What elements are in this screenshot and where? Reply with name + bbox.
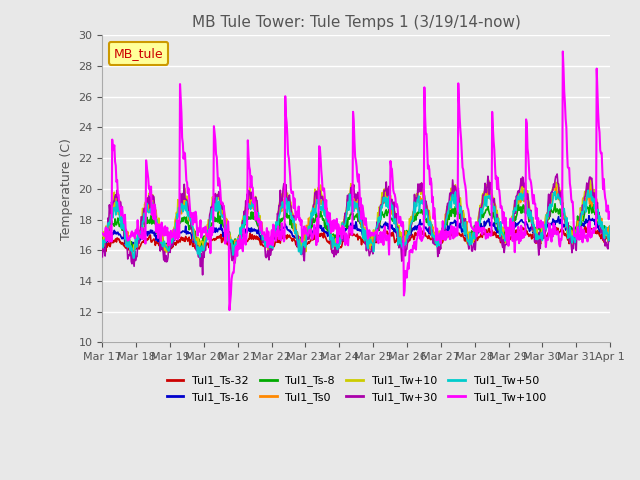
- Tul1_Tw+10: [238, 218, 246, 224]
- Tul1_Ts-32: [606, 235, 614, 241]
- Tul1_Ts-16: [585, 213, 593, 218]
- Tul1_Tw+10: [160, 244, 168, 250]
- Tul1_Tw+100: [559, 48, 566, 54]
- Tul1_Tw+10: [586, 178, 594, 183]
- Tul1_Ts-8: [433, 231, 441, 237]
- Tul1_Tw+10: [99, 242, 106, 248]
- Tul1_Tw+10: [606, 230, 614, 236]
- Tul1_Ts0: [161, 240, 168, 246]
- Tul1_Ts-8: [161, 247, 168, 253]
- Tul1_Ts0: [239, 226, 246, 231]
- Line: Tul1_Ts-8: Tul1_Ts-8: [102, 203, 610, 250]
- Tul1_Ts-32: [108, 240, 115, 245]
- Tul1_Tw+30: [160, 257, 168, 263]
- Tul1_Tw+100: [211, 137, 219, 143]
- Tul1_Ts-32: [212, 237, 220, 242]
- Tul1_Tw+100: [606, 211, 614, 217]
- Tul1_Tw+30: [99, 254, 106, 260]
- Tul1_Ts-32: [419, 231, 426, 237]
- Tul1_Ts-16: [128, 246, 136, 252]
- Tul1_Tw+30: [419, 183, 426, 189]
- Tul1_Tw+50: [419, 201, 426, 206]
- Tul1_Ts-32: [161, 246, 168, 252]
- Tul1_Ts-16: [99, 243, 106, 249]
- Tul1_Tw+100: [160, 233, 168, 239]
- Tul1_Tw+100: [419, 236, 426, 242]
- Tul1_Ts-8: [108, 217, 115, 223]
- Tul1_Tw+10: [433, 233, 441, 239]
- Line: Tul1_Ts-32: Tul1_Ts-32: [102, 226, 610, 252]
- Legend: Tul1_Ts-32, Tul1_Ts-16, Tul1_Ts-8, Tul1_Ts0, Tul1_Tw+10, Tul1_Tw+30, Tul1_Tw+50,: Tul1_Ts-32, Tul1_Ts-16, Tul1_Ts-8, Tul1_…: [162, 371, 550, 408]
- Tul1_Ts-8: [606, 228, 614, 234]
- Tul1_Tw+50: [161, 239, 168, 244]
- Tul1_Tw+50: [99, 238, 106, 243]
- Tul1_Tw+50: [239, 222, 246, 228]
- Tul1_Ts0: [212, 198, 220, 204]
- Tul1_Tw+30: [239, 218, 246, 224]
- Tul1_Ts-8: [515, 200, 522, 206]
- Tul1_Tw+30: [108, 199, 115, 205]
- Tul1_Tw+50: [584, 187, 592, 193]
- Tul1_Ts-32: [239, 238, 246, 243]
- Line: Tul1_Tw+50: Tul1_Tw+50: [102, 190, 610, 258]
- Tul1_Ts0: [128, 252, 136, 258]
- Tul1_Tw+30: [212, 196, 220, 202]
- Line: Tul1_Ts0: Tul1_Ts0: [102, 186, 610, 255]
- Tul1_Ts-16: [212, 225, 220, 231]
- Tul1_Tw+50: [108, 214, 115, 219]
- Tul1_Ts-16: [419, 221, 426, 227]
- Tul1_Ts-16: [433, 234, 441, 240]
- Tul1_Tw+30: [606, 238, 614, 244]
- Tul1_Tw+100: [226, 307, 234, 313]
- Tul1_Ts-8: [160, 241, 168, 247]
- Tul1_Tw+30: [554, 171, 561, 177]
- Line: Tul1_Tw+100: Tul1_Tw+100: [102, 51, 610, 310]
- Tul1_Ts-16: [239, 233, 246, 239]
- Tul1_Tw+10: [419, 190, 426, 195]
- Tul1_Tw+50: [606, 223, 614, 229]
- Tul1_Ts-16: [108, 234, 115, 240]
- Tul1_Ts0: [518, 183, 525, 189]
- Tul1_Ts-32: [581, 223, 589, 229]
- Tul1_Ts-16: [606, 228, 614, 234]
- Tul1_Ts0: [108, 209, 115, 215]
- Tul1_Ts0: [606, 232, 614, 238]
- Tul1_Tw+50: [433, 244, 441, 250]
- Tul1_Ts0: [419, 197, 426, 203]
- Tul1_Tw+100: [99, 230, 106, 236]
- Line: Tul1_Ts-16: Tul1_Ts-16: [102, 216, 610, 249]
- Tul1_Ts0: [433, 233, 441, 239]
- Tul1_Ts0: [99, 243, 106, 249]
- Tul1_Tw+10: [265, 252, 273, 257]
- Tul1_Tw+100: [108, 239, 115, 244]
- Title: MB Tule Tower: Tule Temps 1 (3/19/14-now): MB Tule Tower: Tule Temps 1 (3/19/14-now…: [192, 15, 521, 30]
- Tul1_Tw+30: [433, 240, 441, 245]
- Tul1_Tw+10: [108, 202, 115, 208]
- Tul1_Ts-8: [99, 235, 106, 240]
- Tul1_Tw+100: [433, 226, 441, 231]
- Tul1_Ts-32: [99, 244, 106, 250]
- Tul1_Tw+30: [199, 272, 207, 278]
- Tul1_Tw+100: [239, 248, 246, 254]
- Tul1_Ts-8: [239, 228, 246, 233]
- Tul1_Tw+50: [212, 202, 220, 207]
- Tul1_Ts-16: [161, 242, 168, 248]
- Tul1_Ts-8: [419, 209, 426, 215]
- Tul1_Ts-32: [433, 241, 441, 247]
- Y-axis label: Temperature (C): Temperature (C): [60, 138, 73, 240]
- Tul1_Ts-8: [212, 216, 220, 221]
- Tul1_Tw+50: [129, 255, 137, 261]
- Tul1_Ts-32: [127, 249, 135, 254]
- Tul1_Tw+10: [211, 198, 219, 204]
- Line: Tul1_Tw+10: Tul1_Tw+10: [102, 180, 610, 254]
- Line: Tul1_Tw+30: Tul1_Tw+30: [102, 174, 610, 275]
